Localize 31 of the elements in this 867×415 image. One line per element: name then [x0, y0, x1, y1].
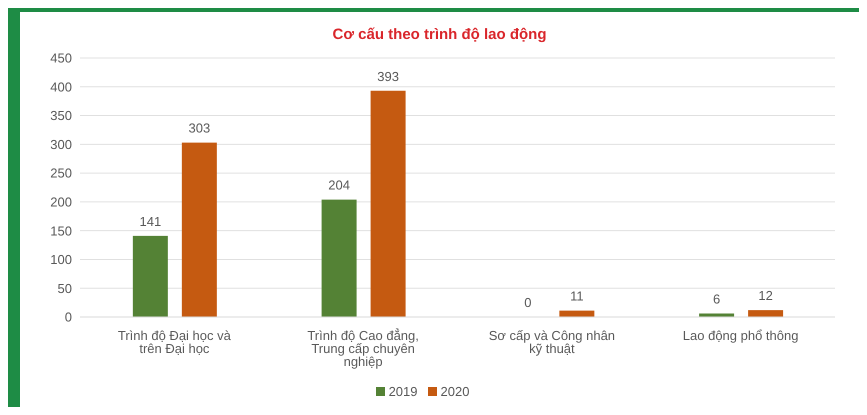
bar [370, 90, 406, 317]
data-label: 11 [570, 288, 584, 304]
y-tick-label: 250 [50, 166, 72, 181]
data-label: 0 [524, 294, 532, 310]
y-tick-label: 400 [50, 79, 72, 94]
y-tick-label: 350 [50, 108, 72, 124]
y-tick-label: 50 [58, 280, 72, 296]
y-tick-label: 200 [50, 194, 72, 210]
y-tick-label: 0 [64, 310, 72, 325]
bar [322, 200, 357, 317]
x-tick-label: Lao động phổ thông [682, 328, 798, 344]
chart-title: Cơ cấu theo trình độ lao động [332, 25, 548, 45]
data-label: 303 [188, 120, 210, 136]
data-label: 12 [758, 288, 773, 304]
y-tick-label: 450 [50, 50, 72, 66]
bar [559, 310, 594, 317]
bar [182, 142, 217, 317]
x-tick-label: Trình độ Cao đẳng, Trung cấp chuyên nghiệp [307, 328, 419, 370]
x-tick-label: Sơ cấp và Công nhân kỹ thuật [488, 328, 616, 356]
legend-label: 2020 [440, 384, 470, 399]
bar [132, 236, 168, 317]
data-label: 6 [712, 292, 720, 307]
y-tick-label: 150 [50, 223, 72, 238]
data-label: 204 [328, 178, 350, 193]
y-tick-label: 100 [50, 252, 72, 268]
bar [748, 310, 784, 317]
x-tick-label: Trình độ Đại học và trên Đại học [118, 328, 232, 356]
data-label: 393 [377, 68, 399, 84]
y-tick-label: 300 [50, 136, 72, 152]
data-label: 141 [140, 214, 162, 229]
legend-label: 2019 [388, 384, 418, 399]
